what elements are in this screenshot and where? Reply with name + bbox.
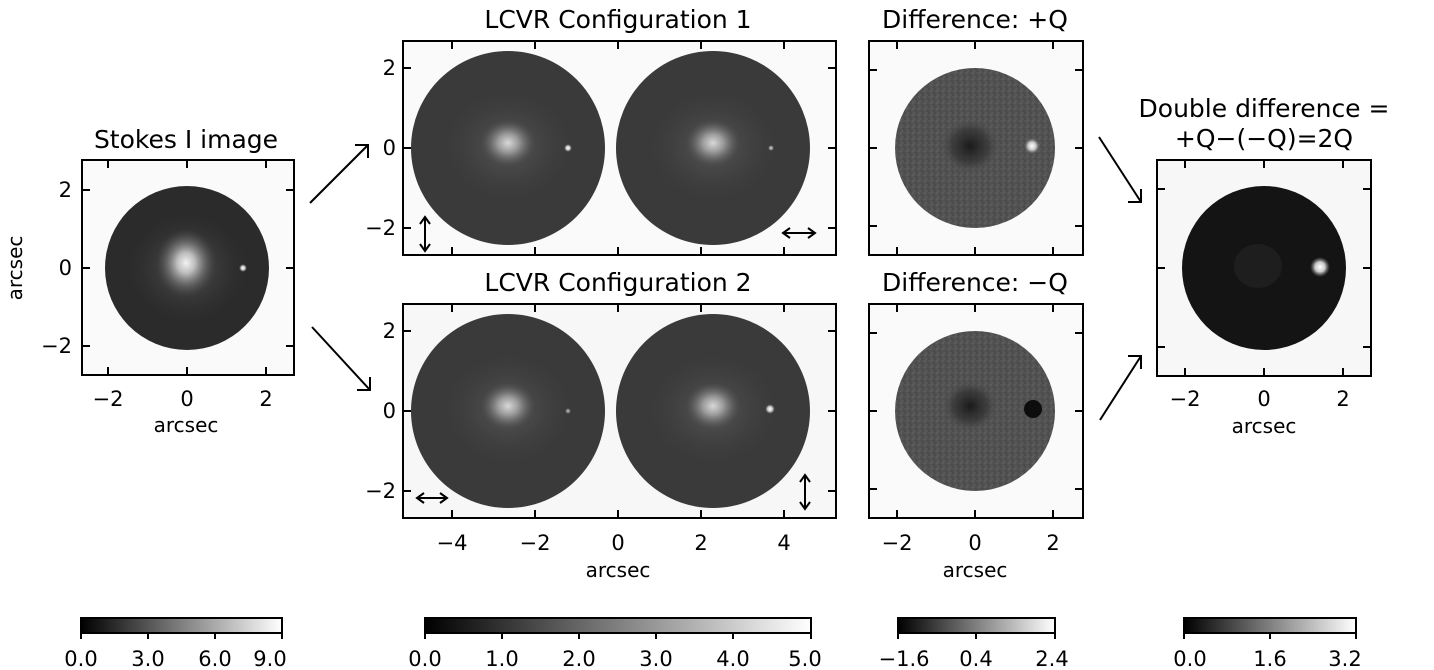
config2-xtick: 2 [694,531,707,555]
colorbar-3-ticks [897,633,1056,639]
config2-core-left [478,380,538,432]
colorbar-1-ticks [80,633,283,639]
diff-minus-ticks [869,304,1083,518]
colorbar-3-tick: 0.4 [959,647,992,670]
config2-companion-right [765,404,775,414]
diff-plus-title: Difference: +Q [882,5,1068,34]
config1-companion-right [768,145,774,151]
stokes-ytick: −2 [41,334,72,358]
stokes-ticks [82,160,294,375]
colorbar-1-tick: 3.0 [131,647,164,670]
config1-core-right [683,117,743,169]
config2-xtick: 0 [611,531,624,555]
stokes-companion [239,264,247,272]
stokes-xtick: −2 [93,387,124,411]
config2-xlabel: arcsec [586,558,651,582]
colorbar-4-tick: 1.6 [1253,647,1286,670]
double-xlabel: arcsec [1232,414,1297,438]
config1-ticks [403,41,836,255]
stokes-xtick: 0 [180,387,193,411]
colorbar-2: 0.0 1.0 2.0 3.0 4.0 5.0 [408,617,822,670]
double-core [1234,244,1282,288]
diff-minus-companion [1024,400,1042,418]
config2-pol-arrow-vertical [799,473,811,511]
config1-companion-left [564,144,572,152]
double-xtick: 0 [1257,387,1270,411]
stokes-title: Stokes I image [94,125,278,154]
diff-plus-companion [1024,138,1040,154]
colorbar-1-tick: 6.0 [198,647,231,670]
flow-arrows-right [1098,136,1142,421]
config2-pol-arrow-horizontal [415,492,449,504]
double-xtick: 2 [1336,387,1349,411]
config1-ytick: 0 [383,136,396,160]
colorbar-4-ticks [1183,633,1357,639]
config2-title: LCVR Configuration 2 [484,268,751,297]
colorbar-2-ticks [424,633,812,639]
colorbar-4: 0.0 1.6 3.2 [1173,617,1362,670]
colorbar-2-tick: 4.0 [716,647,749,670]
colorbar-1-ramp [80,617,283,634]
stokes-panel: Stokes I image −2 0 2 2 0 −2 arcsec arcs… [3,125,295,437]
diff-plus-panel: Difference: +Q [868,5,1084,256]
colorbar-2-tick: 3.0 [639,647,672,670]
config2-companion-left [565,408,571,414]
colorbar-2-tick: 2.0 [562,647,595,670]
double-ticks [1157,160,1371,376]
colorbar-2-tick: 1.0 [485,647,518,670]
stokes-ytick: 0 [59,256,72,280]
double-title-line2: +Q−(−Q)=2Q [1175,124,1353,153]
colorbar-4-ramp [1183,617,1357,634]
stokes-core [156,229,216,297]
colorbar-4-tick: 0.0 [1173,647,1206,670]
colorbar-1-tick: 0.0 [64,647,97,670]
config1-pol-arrow-horizontal [781,227,817,239]
diff-plus-ticks [869,41,1083,255]
diff-minus-panel: Difference: −Q −2 0 2 arcsec [868,268,1084,582]
double-companion [1310,257,1330,277]
config2-ticks [403,304,836,518]
stokes-ytick: 2 [59,178,72,202]
config1-core-left [478,117,538,169]
config2-panel: LCVR Configuration 2 2 0 −2 −4 −2 0 2 [365,268,837,582]
diff-minus-xtick: −2 [882,531,913,555]
config1-title: LCVR Configuration 1 [484,5,751,34]
diff-minus-xtick: 0 [968,531,981,555]
diff-minus-core [942,380,998,432]
colorbar-2-ramp [424,617,812,634]
config2-ytick: 0 [383,399,396,423]
config1-ytick: 2 [383,56,396,80]
colorbar-1: 0.0 3.0 6.0 9.0 [64,617,287,670]
config2-xtick: −2 [520,531,551,555]
double-title-line1: Double difference = [1139,94,1390,123]
config2-xtick: 4 [777,531,790,555]
config2-core-right [683,380,743,432]
config2-ytick: −2 [365,479,396,503]
config1-ytick: −2 [365,216,396,240]
diff-minus-xlabel: arcsec [943,558,1008,582]
colorbar-3-tick: −1.6 [879,647,930,670]
diff-plus-core [940,118,1000,174]
config1-pol-arrow-vertical [419,215,431,253]
double-xtick: −2 [1170,387,1201,411]
colorbar-2-tick: 0.0 [408,647,441,670]
config1-panel: LCVR Configuration 1 2 0 −2 [365,5,837,256]
flow-arrows-left [309,144,371,391]
stokes-ylabel: arcsec [3,236,27,301]
colorbar-3: −1.6 0.4 2.4 [879,617,1069,670]
colorbar-1-tick: 9.0 [253,647,286,670]
colorbar-2-tick: 5.0 [788,647,821,670]
config2-ytick: 2 [383,319,396,343]
stokes-xtick: 2 [259,387,272,411]
colorbar-3-ramp [897,617,1056,634]
config2-xtick: −4 [437,531,468,555]
colorbar-3-tick: 2.4 [1035,647,1068,670]
double-panel: Double difference = +Q−(−Q)=2Q −2 0 2 ar… [1139,94,1390,438]
colorbar-4-tick: 3.2 [1328,647,1361,670]
diff-minus-xtick: 2 [1046,531,1059,555]
stokes-xlabel: arcsec [154,413,219,437]
diff-minus-title: Difference: −Q [882,268,1068,297]
